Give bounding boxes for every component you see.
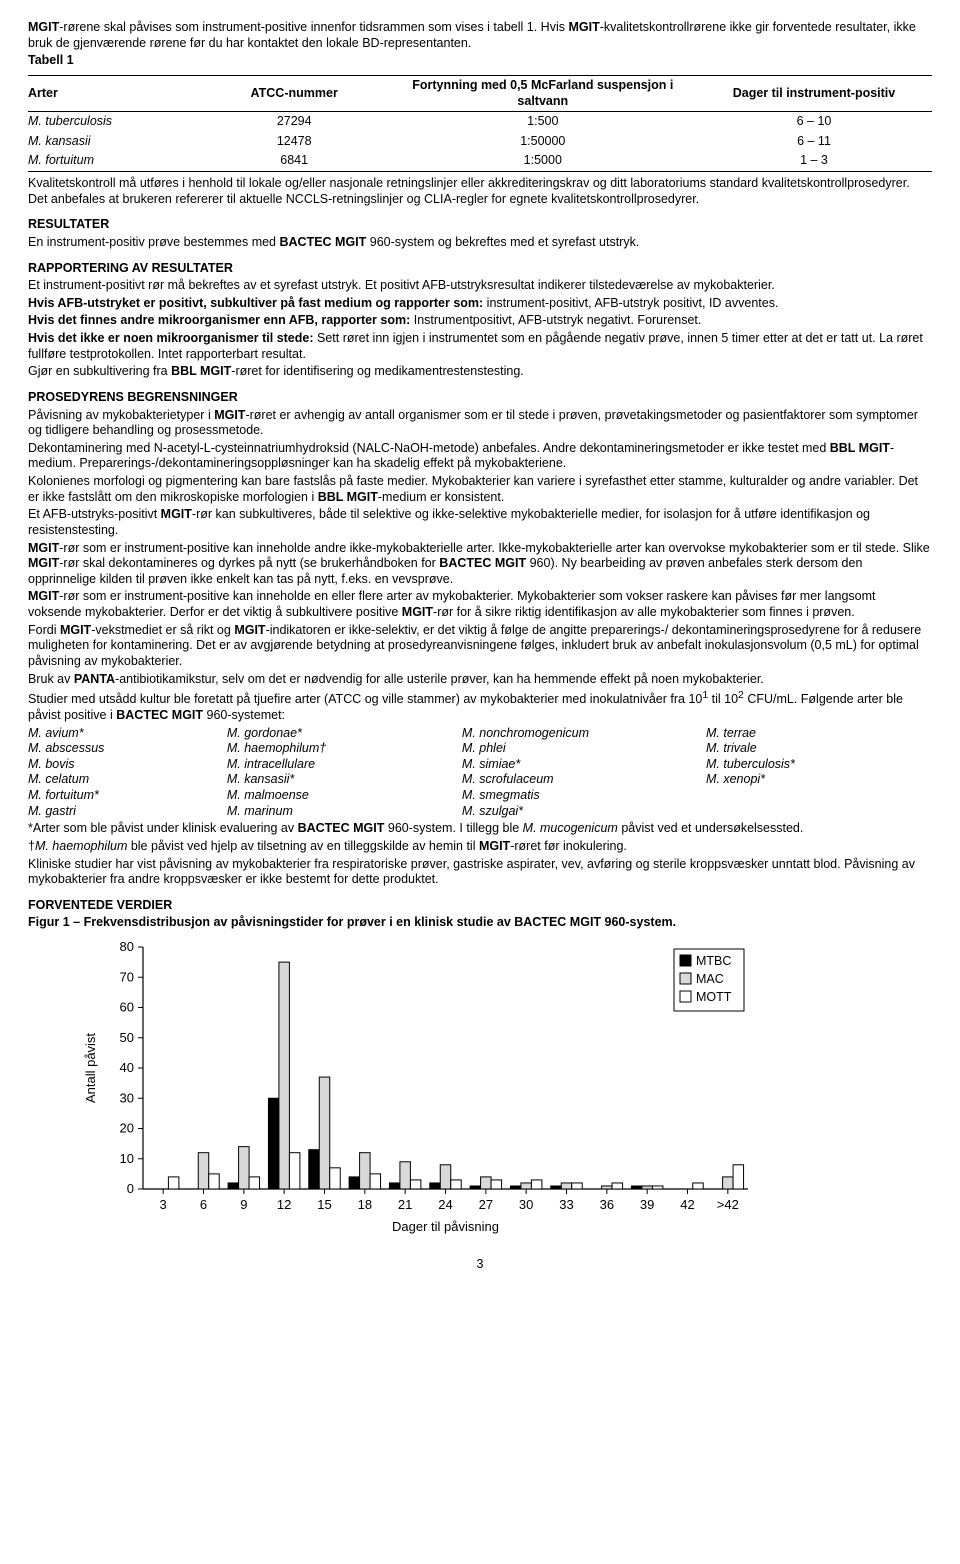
rapportering-p5: Gjør en subkultivering fra BBL MGIT-røre…: [28, 364, 932, 380]
svg-text:MOTT: MOTT: [696, 990, 732, 1004]
th-arter: Arter: [28, 75, 209, 111]
species-item: M. nonchromogenicum: [462, 726, 706, 742]
table-row: M. kansasii 12478 1:50000 6 – 11: [28, 132, 932, 152]
resultater-heading: RESULTATER: [28, 217, 932, 233]
svg-text:39: 39: [640, 1197, 654, 1212]
figure-caption: Figur 1 – Frekvensdistribusjon av påvisn…: [28, 915, 932, 931]
begrens-p5: MGIT-rør som er instrument-positive kan …: [28, 541, 932, 588]
svg-text:27: 27: [479, 1197, 493, 1212]
species-item: M. celatum: [28, 772, 227, 788]
detection-time-chart: 0 10 20 30 40 50 60 70 80 Antall påvist Dager til …: [68, 939, 932, 1239]
brand-mgit: MGIT: [28, 20, 59, 34]
footnote-3: Kliniske studier har vist påvisning av m…: [28, 857, 932, 888]
species-item: M. gastri: [28, 804, 227, 820]
begrens-p9: Studier med utsådd kultur ble foretatt p…: [28, 689, 932, 723]
rapportering-p3: Hvis det finnes andre mikroorganismer en…: [28, 313, 932, 329]
species-item: M. tuberculosis*: [706, 757, 932, 773]
species-item: M. smegmatis: [462, 788, 706, 804]
begrens-p2: Dekontaminering med N-acetyl-L-cysteinna…: [28, 441, 932, 472]
qc-table: Arter ATCC-nummer Fortynning med 0,5 McF…: [28, 75, 932, 172]
svg-text:30: 30: [120, 1090, 134, 1105]
svg-text:80: 80: [120, 939, 134, 954]
species-item: M. avium*: [28, 726, 227, 742]
svg-text:9: 9: [240, 1197, 247, 1212]
rapportering-p4: Hvis det ikke er noen mikroorganismer ti…: [28, 331, 932, 362]
svg-text:42: 42: [680, 1197, 694, 1212]
species-item: M. kansasii*: [227, 772, 462, 788]
table-row: M. fortuitum 6841 1:5000 1 – 3: [28, 151, 932, 171]
begrens-p6: MGIT-rør som er instrument-positive kan …: [28, 589, 932, 620]
intro-paragraph: MGIT-rørene skal påvises som instrument-…: [28, 20, 932, 51]
svg-text:3: 3: [160, 1197, 167, 1212]
th-atcc: ATCC-nummer: [209, 75, 390, 111]
species-item: M. scrofulaceum: [462, 772, 706, 788]
svg-text:18: 18: [358, 1197, 372, 1212]
species-grid: M. avium* M. gordonae* M. nonchromogenic…: [28, 726, 932, 820]
svg-text:Dager til påvisning: Dager til påvisning: [392, 1219, 499, 1234]
species-item: M. fortuitum*: [28, 788, 227, 804]
brand-mgit: MGIT: [568, 20, 599, 34]
forventede-heading: FORVENTEDE VERDIER: [28, 898, 932, 914]
svg-text:Antall påvist: Antall påvist: [83, 1033, 98, 1103]
page-number: 3: [28, 1257, 932, 1273]
table1-caption: Tabell 1: [28, 53, 932, 69]
svg-text:12: 12: [277, 1197, 291, 1212]
svg-text:33: 33: [559, 1197, 573, 1212]
svg-text:50: 50: [120, 1030, 134, 1045]
footnote-1: *Arter som ble påvist under klinisk eval…: [28, 821, 932, 837]
species-item: M. haemophilum†: [227, 741, 462, 757]
svg-text:30: 30: [519, 1197, 533, 1212]
species-item: M. gordonae*: [227, 726, 462, 742]
begrens-p4: Et AFB-utstryks-positivt MGIT-rør kan su…: [28, 507, 932, 538]
svg-text:21: 21: [398, 1197, 412, 1212]
species-item: M. abscessus: [28, 741, 227, 757]
begrens-p7: Fordi MGIT-vekstmediet er så rikt og MGI…: [28, 623, 932, 670]
begrens-p1: Påvisning av mykobakterietyper i MGIT-rø…: [28, 408, 932, 439]
th-dager: Dager til instrument-positiv: [706, 75, 932, 111]
svg-text:MAC: MAC: [696, 972, 724, 986]
species-item: M. phlei: [462, 741, 706, 757]
species-item: M. szulgai*: [462, 804, 706, 820]
rapportering-heading: RAPPORTERING AV RESULTATER: [28, 261, 932, 277]
svg-text:>42: >42: [717, 1197, 739, 1212]
svg-text:10: 10: [120, 1151, 134, 1166]
resultater-text: En instrument-positiv prøve bestemmes me…: [28, 235, 932, 251]
svg-text:0: 0: [127, 1181, 134, 1196]
svg-text:15: 15: [317, 1197, 331, 1212]
svg-text:60: 60: [120, 1000, 134, 1015]
bar-chart-svg: 0 10 20 30 40 50 60 70 80 Antall påvist Dager til …: [68, 939, 758, 1239]
footnote-2: †M. haemophilum ble påvist ved hjelp av …: [28, 839, 932, 855]
species-item: M. intracellulare: [227, 757, 462, 773]
species-item: M. malmoense: [227, 788, 462, 804]
species-item: M. terrae: [706, 726, 932, 742]
svg-text:24: 24: [438, 1197, 452, 1212]
svg-text:MTBC: MTBC: [696, 954, 731, 968]
table-row: M. tuberculosis 27294 1:500 6 – 10: [28, 112, 932, 132]
svg-text:40: 40: [120, 1060, 134, 1075]
qc-note: Kvalitetskontroll må utføres i henhold t…: [28, 176, 932, 207]
svg-text:36: 36: [600, 1197, 614, 1212]
svg-text:20: 20: [120, 1121, 134, 1136]
svg-text:70: 70: [120, 969, 134, 984]
begrens-p8: Bruk av PANTA-antibiotikamikstur, selv o…: [28, 672, 932, 688]
th-fort: Fortynning med 0,5 McFarland suspensjon …: [390, 75, 706, 111]
species-item: M. bovis: [28, 757, 227, 773]
begrens-p3: Kolonienes morfologi og pigmentering kan…: [28, 474, 932, 505]
species-item: M. simiae*: [462, 757, 706, 773]
svg-text:6: 6: [200, 1197, 207, 1212]
species-item: M. xenopi*: [706, 772, 932, 788]
species-item: M. trivale: [706, 741, 932, 757]
species-item: M. marinum: [227, 804, 462, 820]
begrens-heading: PROSEDYRENS BEGRENSNINGER: [28, 390, 932, 406]
rapportering-p1: Et instrument-positivt rør må bekreftes …: [28, 278, 932, 294]
rapportering-p2: Hvis AFB-utstryket er positivt, subkulti…: [28, 296, 932, 312]
